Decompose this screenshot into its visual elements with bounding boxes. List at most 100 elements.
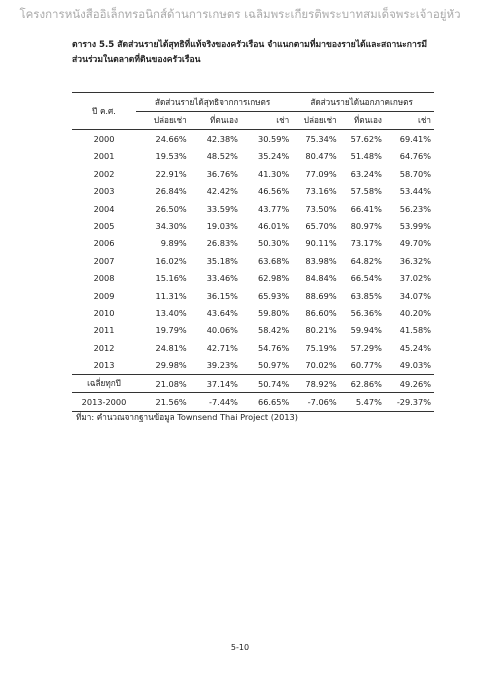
table-row: 2013-2000 21.56% -7.44% 66.65% -7.06% 5.47% -2… <box>72 392 434 412</box>
table-row: 2010 13.40% 43.64% 59.80% 86.60% 56.36% 40.20% <box>72 304 434 321</box>
cell: 24.81% <box>155 342 187 353</box>
row-label: 2004 <box>93 203 115 214</box>
year-header: ปี ค.ศ. <box>72 91 136 131</box>
cell: 13.40% <box>155 307 187 318</box>
cell: 63.24% <box>350 168 382 179</box>
cell: 90.11% <box>305 238 337 249</box>
cell: 48.52% <box>206 151 238 162</box>
row-label: 2013-2000 <box>72 392 136 412</box>
row-label: 2002 <box>93 168 115 179</box>
cell: 50.74% <box>240 373 293 394</box>
source-note: ที่มา: คำนวณจากฐานข้อมูล Townsend Thai P… <box>76 412 298 422</box>
cell: 42.42% <box>206 186 238 197</box>
sub-header: ที่ตนเอง <box>339 111 385 131</box>
table-row: 2011 19.79% 40.06% 58.42% 80.21% 59.94% 41.58% <box>72 322 434 339</box>
cell: 59.94% <box>350 325 382 336</box>
cell: 33.46% <box>206 273 238 284</box>
cell: 15.16% <box>155 273 187 284</box>
cell: 49.70% <box>399 238 431 249</box>
cell: 70.02% <box>305 360 337 371</box>
row-label: 2001 <box>93 151 115 162</box>
cell: 33.59% <box>206 203 238 214</box>
cell: 43.77% <box>258 203 290 214</box>
cell: 63.68% <box>258 255 290 266</box>
sub-header: ปล่อยเช่า <box>136 111 190 131</box>
cell: 26.84% <box>155 186 187 197</box>
cell: 40.20% <box>399 307 431 318</box>
cell: 65.70% <box>305 221 337 232</box>
row-label: 2009 <box>93 290 115 301</box>
cell: 34.30% <box>155 221 187 232</box>
cell: 75.19% <box>305 342 337 353</box>
cell: 35.24% <box>258 151 290 162</box>
row-label: 2010 <box>93 307 115 318</box>
row-label: 2003 <box>93 186 115 197</box>
cell: 88.69% <box>305 290 337 301</box>
page-number: 5-10 <box>230 643 250 652</box>
cell: 43.64% <box>206 307 238 318</box>
cell: 66.41% <box>350 203 382 214</box>
cell: 11.31% <box>155 290 187 301</box>
cell: 5.47% <box>339 392 385 412</box>
cell: 80.47% <box>305 151 337 162</box>
cell: 49.03% <box>399 360 431 371</box>
data-table: ปี ค.ศ. สัดส่วนรายได้สุทธิจากการเกษตร สัดส… <box>72 91 434 412</box>
table-row: 2002 22.91% 36.76% 41.30% 77.09% 63.24% 58.70% <box>72 165 434 182</box>
cell: 37.02% <box>399 273 431 284</box>
sub-header: เช่า <box>240 111 293 131</box>
group-header: สัดส่วนรายได้สุทธิจากการเกษตร <box>136 92 293 112</box>
cell: 40.06% <box>206 325 238 336</box>
table-row: 2006 9.89% 26.83% 50.30% 90.11% 73.17% 49.70% <box>72 235 434 252</box>
cell: 21.56% <box>136 392 190 412</box>
cell: 53.99% <box>399 221 431 232</box>
cell: 56.23% <box>399 203 431 214</box>
table-row: 2005 34.30% 19.03% 46.01% 65.70% 80.97% 53.99% <box>72 217 434 234</box>
cell: 42.38% <box>206 134 238 145</box>
cell: 75.34% <box>305 134 337 145</box>
cell: 36.32% <box>399 255 431 266</box>
cell: 45.24% <box>399 342 431 353</box>
cell: 46.01% <box>258 221 290 232</box>
running-header: โครงการหนังสืออิเล็กทรอนิกส์ด้านการเกษตร… <box>19 7 461 21</box>
cell: 83.98% <box>305 255 337 266</box>
table-row: 2009 11.31% 36.15% 65.93% 88.69% 63.85% 34.07% <box>72 287 434 304</box>
cell: 57.29% <box>350 342 382 353</box>
sub-header: ที่ตนเอง <box>189 111 241 131</box>
table-row: 2003 26.84% 42.42% 46.56% 73.16% 57.58% 53.44% <box>72 183 434 200</box>
table-title: ตาราง 5.5 สัดส่วนรายได้สุทธิที่แท้จริงขอ… <box>72 40 428 65</box>
cell: 24.66% <box>155 134 187 145</box>
row-label: 2006 <box>93 238 115 249</box>
cell: 51.48% <box>350 151 382 162</box>
cell: 22.91% <box>155 168 187 179</box>
cell: 34.07% <box>399 290 431 301</box>
cell: 50.30% <box>258 238 290 249</box>
row-label: 2007 <box>93 255 115 266</box>
table-row: 2001 19.53% 48.52% 35.24% 80.47% 51.48% 64.76% <box>72 148 434 165</box>
cell: -7.06% <box>292 392 340 412</box>
table-row: ปี ค.ศ. สัดส่วนรายได้สุทธิจากการเกษตร สัดส… <box>72 91 434 131</box>
cell: 73.17% <box>350 238 382 249</box>
sub-header: เช่า <box>384 111 434 131</box>
table-row: 2013 29.98% 39.23% 50.97% 70.02% 60.77% 49.03% <box>72 356 434 374</box>
cell: 35.18% <box>206 255 238 266</box>
table-row: 2007 16.02% 35.18% 63.68% 83.98% 64.82% 36.32% <box>72 252 434 269</box>
row-label: 2000 <box>93 134 115 145</box>
row-label: เฉลี่ยทุกปี <box>72 373 136 394</box>
cell: 66.65% <box>240 392 293 412</box>
cell: 58.70% <box>399 168 431 179</box>
cell: 73.16% <box>305 186 337 197</box>
cell: 57.58% <box>350 186 382 197</box>
cell: -7.44% <box>189 392 241 412</box>
cell: 50.97% <box>258 360 290 371</box>
row-label: 2005 <box>93 221 115 232</box>
cell: 36.15% <box>206 290 238 301</box>
cell: 42.71% <box>206 342 238 353</box>
cell: 65.93% <box>258 290 290 301</box>
cell: 46.56% <box>258 186 290 197</box>
cell: 49.26% <box>384 373 434 394</box>
cell: 26.83% <box>206 238 238 249</box>
cell: 78.92% <box>292 373 340 394</box>
table-row: 2008 15.16% 33.46% 62.98% 84.84% 66.54% 37.02% <box>72 270 434 287</box>
cell: 56.36% <box>350 307 382 318</box>
cell: 19.53% <box>155 151 187 162</box>
